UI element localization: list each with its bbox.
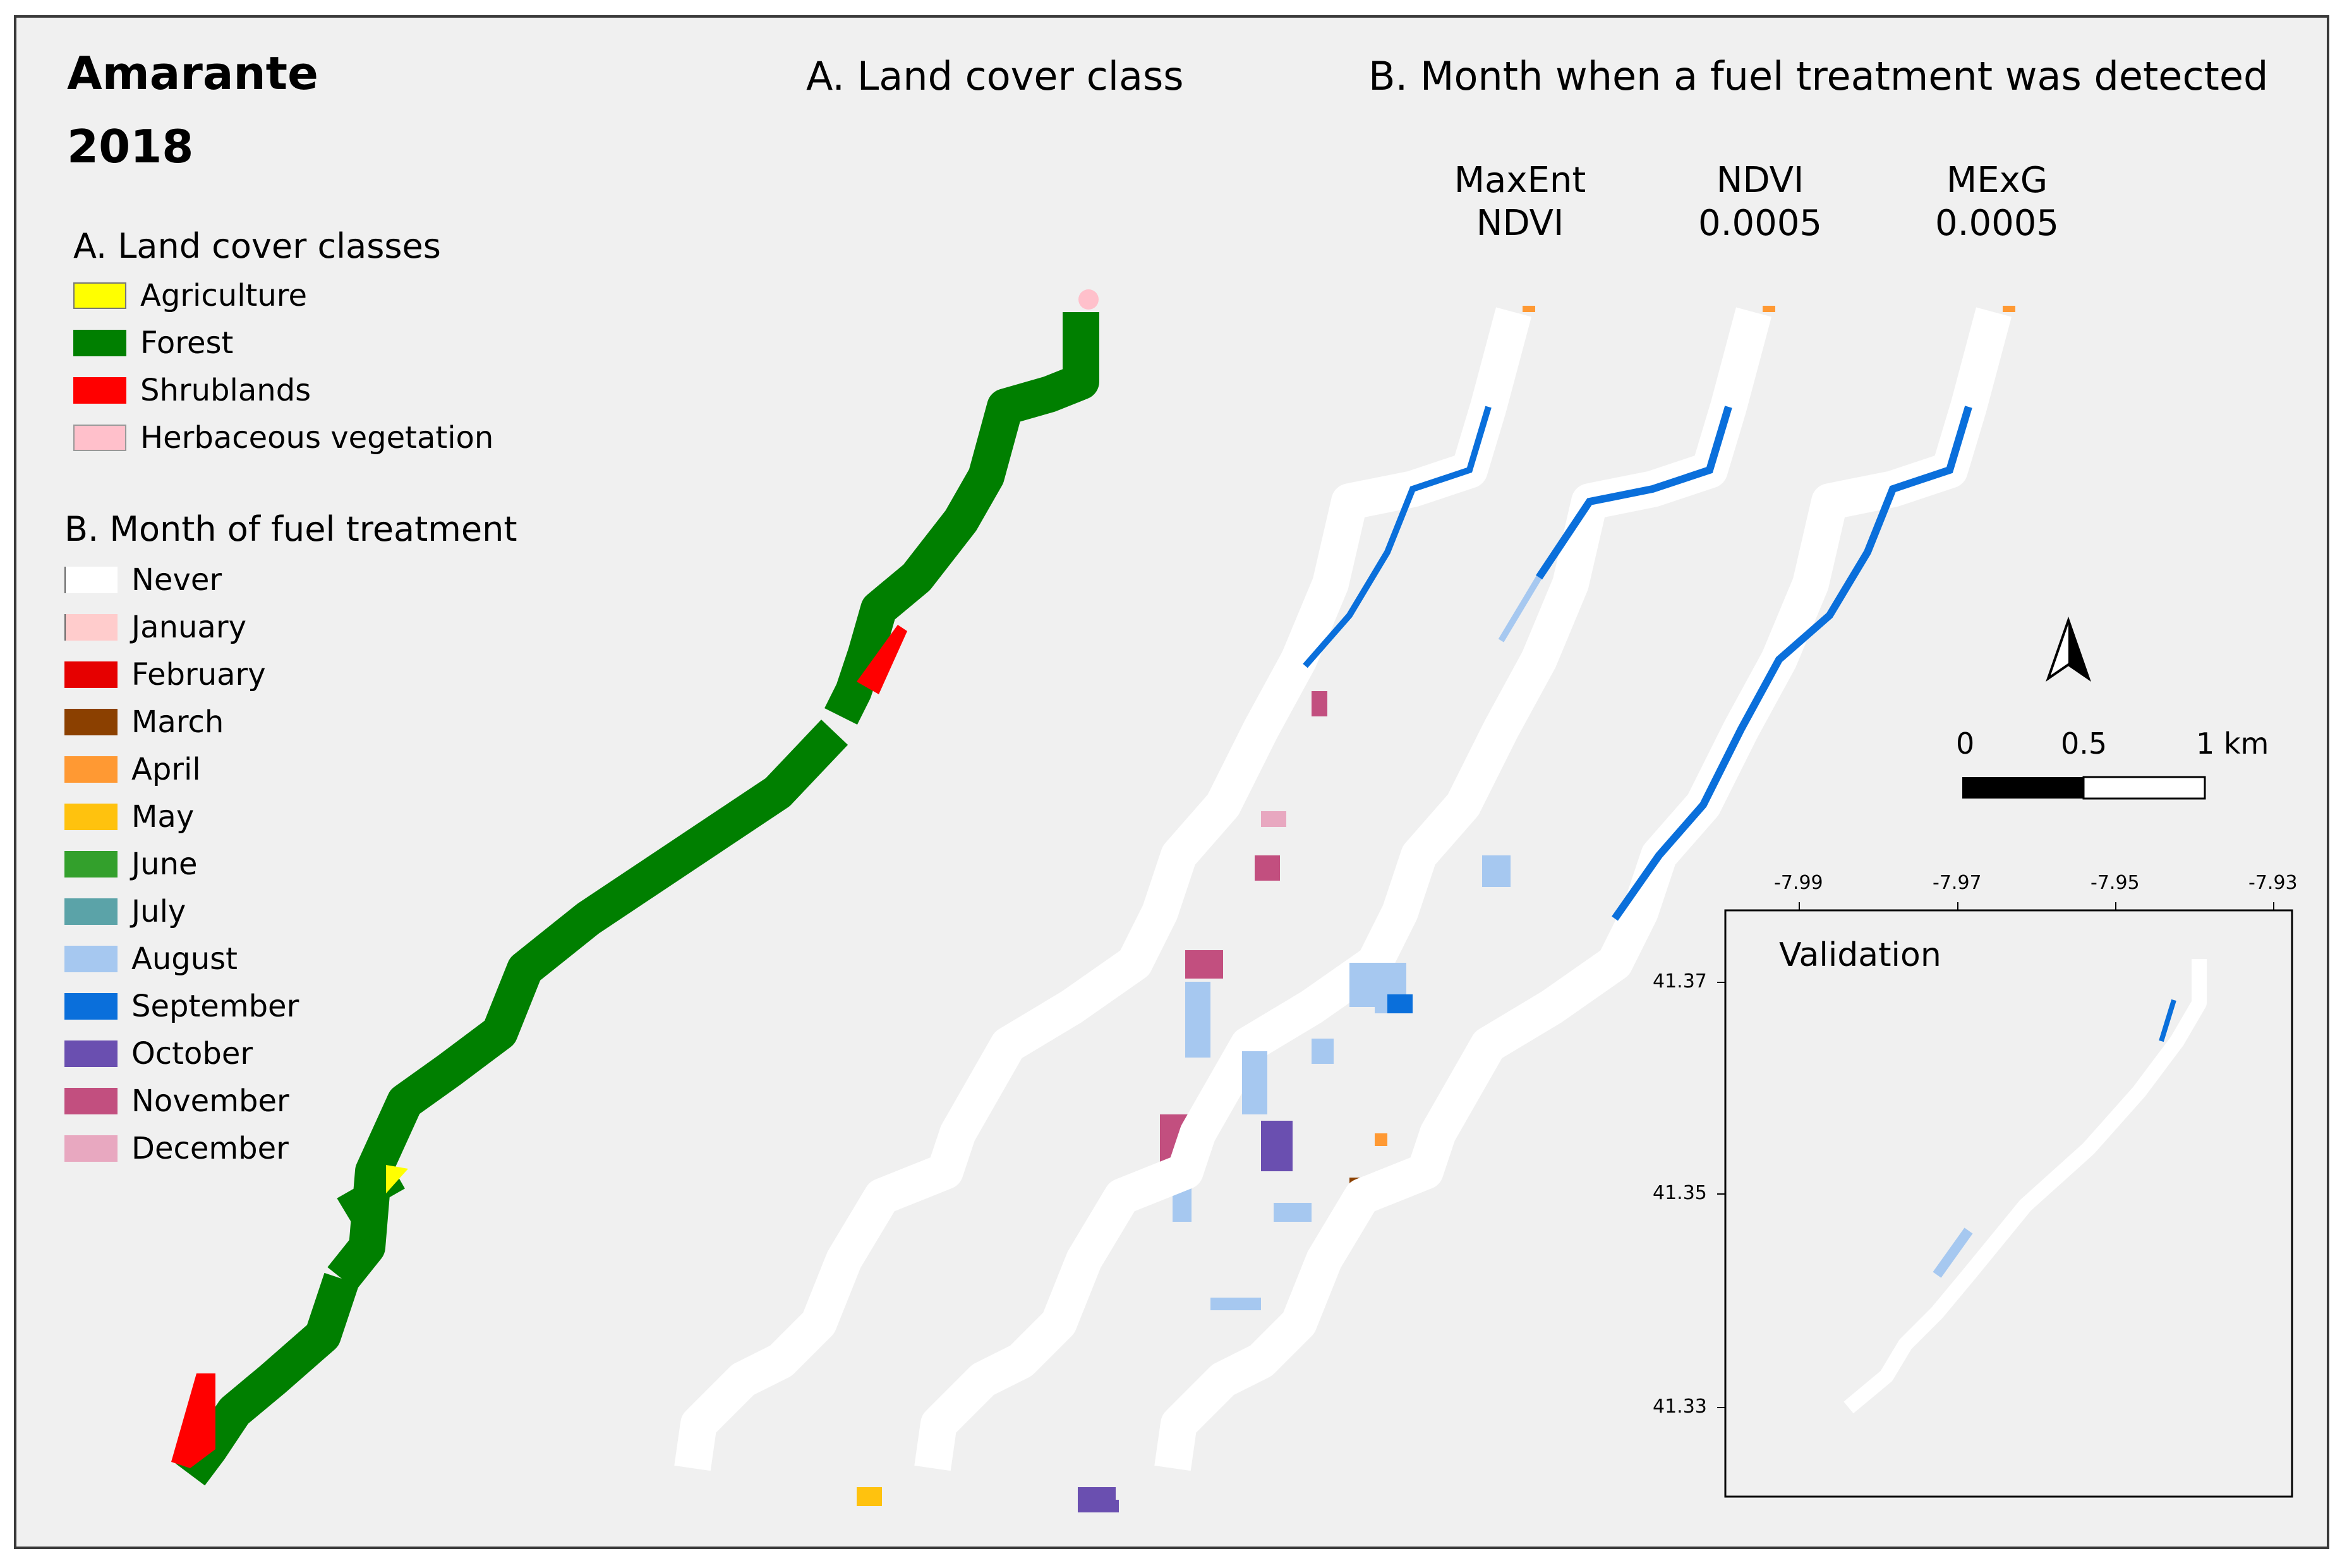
legend-label: Agriculture <box>140 278 307 313</box>
legend-label: Never <box>131 562 222 598</box>
legend-item-herbaceous: Herbaceous vegetation <box>73 420 493 455</box>
y-tick-label: 41.35 <box>1653 1182 1707 1204</box>
legend-item-may: May <box>64 799 194 835</box>
column-header-line: 0.0005 <box>1698 203 1822 244</box>
y-tick-label: 41.37 <box>1653 970 1707 992</box>
legend-label: July <box>131 894 186 929</box>
legend-item-february: February <box>64 657 266 692</box>
scale-bar <box>1962 776 2206 800</box>
legend-item-shrublands: Shrublands <box>73 373 311 408</box>
legend-swatch <box>64 851 118 877</box>
column-header-line: NDVI <box>1476 203 1564 244</box>
legend-swatch <box>64 804 118 830</box>
legend-swatch <box>64 1088 118 1114</box>
legend-swatch <box>64 1040 118 1067</box>
legend-item-never: Never <box>64 562 222 598</box>
map-title: Amarante 2018 <box>67 37 318 183</box>
column-header: MExG 0.0005 <box>1902 159 2092 245</box>
column-header: NDVI 0.0005 <box>1665 159 1855 245</box>
legend-swatch <box>73 282 126 309</box>
legend-item-agriculture: Agriculture <box>73 278 307 313</box>
legend-item-july: July <box>64 894 186 929</box>
legend-item-forest: Forest <box>73 325 233 361</box>
x-tick-label: -7.97 <box>1933 872 1982 894</box>
legend-item-october: October <box>64 1036 253 1071</box>
land-cover-map <box>171 289 1099 1486</box>
legend-item-june: June <box>64 847 198 882</box>
legend-swatch <box>64 614 118 641</box>
legend-label: Herbaceous vegetation <box>140 420 494 455</box>
map-frame: Amarante 2018 A. Land cover class B. Mon… <box>14 15 2329 1549</box>
shrubland-patch <box>857 625 907 694</box>
legend-label: May <box>131 799 195 835</box>
legend-label: March <box>131 704 224 740</box>
legend-swatch <box>73 377 126 404</box>
legend-a-title: A. Land cover classes <box>73 226 441 266</box>
legend-swatch <box>64 898 118 925</box>
column-header-line: MaxEnt <box>1454 160 1586 201</box>
legend-b-title: B. Month of fuel treatment <box>64 509 517 549</box>
north-arrow-icon <box>2046 616 2091 682</box>
legend-swatch <box>64 709 118 735</box>
panel-b-title: B. Month when a fuel treatment was detec… <box>1368 53 2269 99</box>
legend-label: November <box>131 1083 289 1119</box>
scale-label: 1 km <box>2196 727 2269 761</box>
mexg-0-0005-map <box>1078 306 2015 1512</box>
column-header-line: MExG <box>1946 160 2048 201</box>
panel-a-title: A. Land cover class <box>806 53 1184 99</box>
inset-title: Validation <box>1779 936 1941 974</box>
legend-label: Shrublands <box>140 373 311 408</box>
scale-label: 0 <box>1956 727 1975 761</box>
legend-label: August <box>131 941 238 977</box>
legend-swatch <box>64 946 118 972</box>
legend-item-december: December <box>64 1131 289 1166</box>
column-header: MaxEnt NDVI <box>1425 159 1615 245</box>
legend-label: April <box>131 752 201 787</box>
legend-swatch <box>64 661 118 688</box>
validation-inset <box>1717 902 2293 1498</box>
maps-canvas <box>171 289 2293 1512</box>
legend-label: January <box>131 610 246 645</box>
legend-swatch <box>73 330 126 356</box>
legend-label: Forest <box>140 325 234 361</box>
legend-label: December <box>131 1131 289 1166</box>
legend-label: June <box>131 847 198 882</box>
legend-swatch <box>64 1135 118 1162</box>
column-header-line: 0.0005 <box>1935 203 2059 244</box>
scale-label: 0.5 <box>2061 727 2108 761</box>
legend-label: September <box>131 989 299 1024</box>
legend-swatch <box>64 756 118 783</box>
legend-swatch <box>73 425 126 451</box>
legend-swatch <box>64 993 118 1020</box>
title-year: 2018 <box>67 120 194 173</box>
herbaceous-patch <box>1078 289 1099 310</box>
agriculture-patch <box>386 1165 408 1193</box>
x-tick-label: -7.93 <box>2248 872 2298 894</box>
legend-label: October <box>131 1036 253 1071</box>
legend-item-january: January <box>64 610 246 645</box>
legend-swatch <box>64 567 118 593</box>
title-place: Amarante <box>67 47 318 100</box>
legend-label: February <box>131 657 266 692</box>
x-tick-label: -7.99 <box>1774 872 1823 894</box>
legend-item-november: November <box>64 1083 289 1119</box>
legend-item-september: September <box>64 989 299 1024</box>
column-header-line: NDVI <box>1716 160 1804 201</box>
legend-item-august: August <box>64 941 238 977</box>
legend-item-april: April <box>64 752 201 787</box>
y-tick-label: 41.33 <box>1653 1396 1707 1418</box>
shrubland-patch <box>171 1373 215 1468</box>
x-tick-label: -7.95 <box>2091 872 2140 894</box>
legend-item-march: March <box>64 704 224 740</box>
